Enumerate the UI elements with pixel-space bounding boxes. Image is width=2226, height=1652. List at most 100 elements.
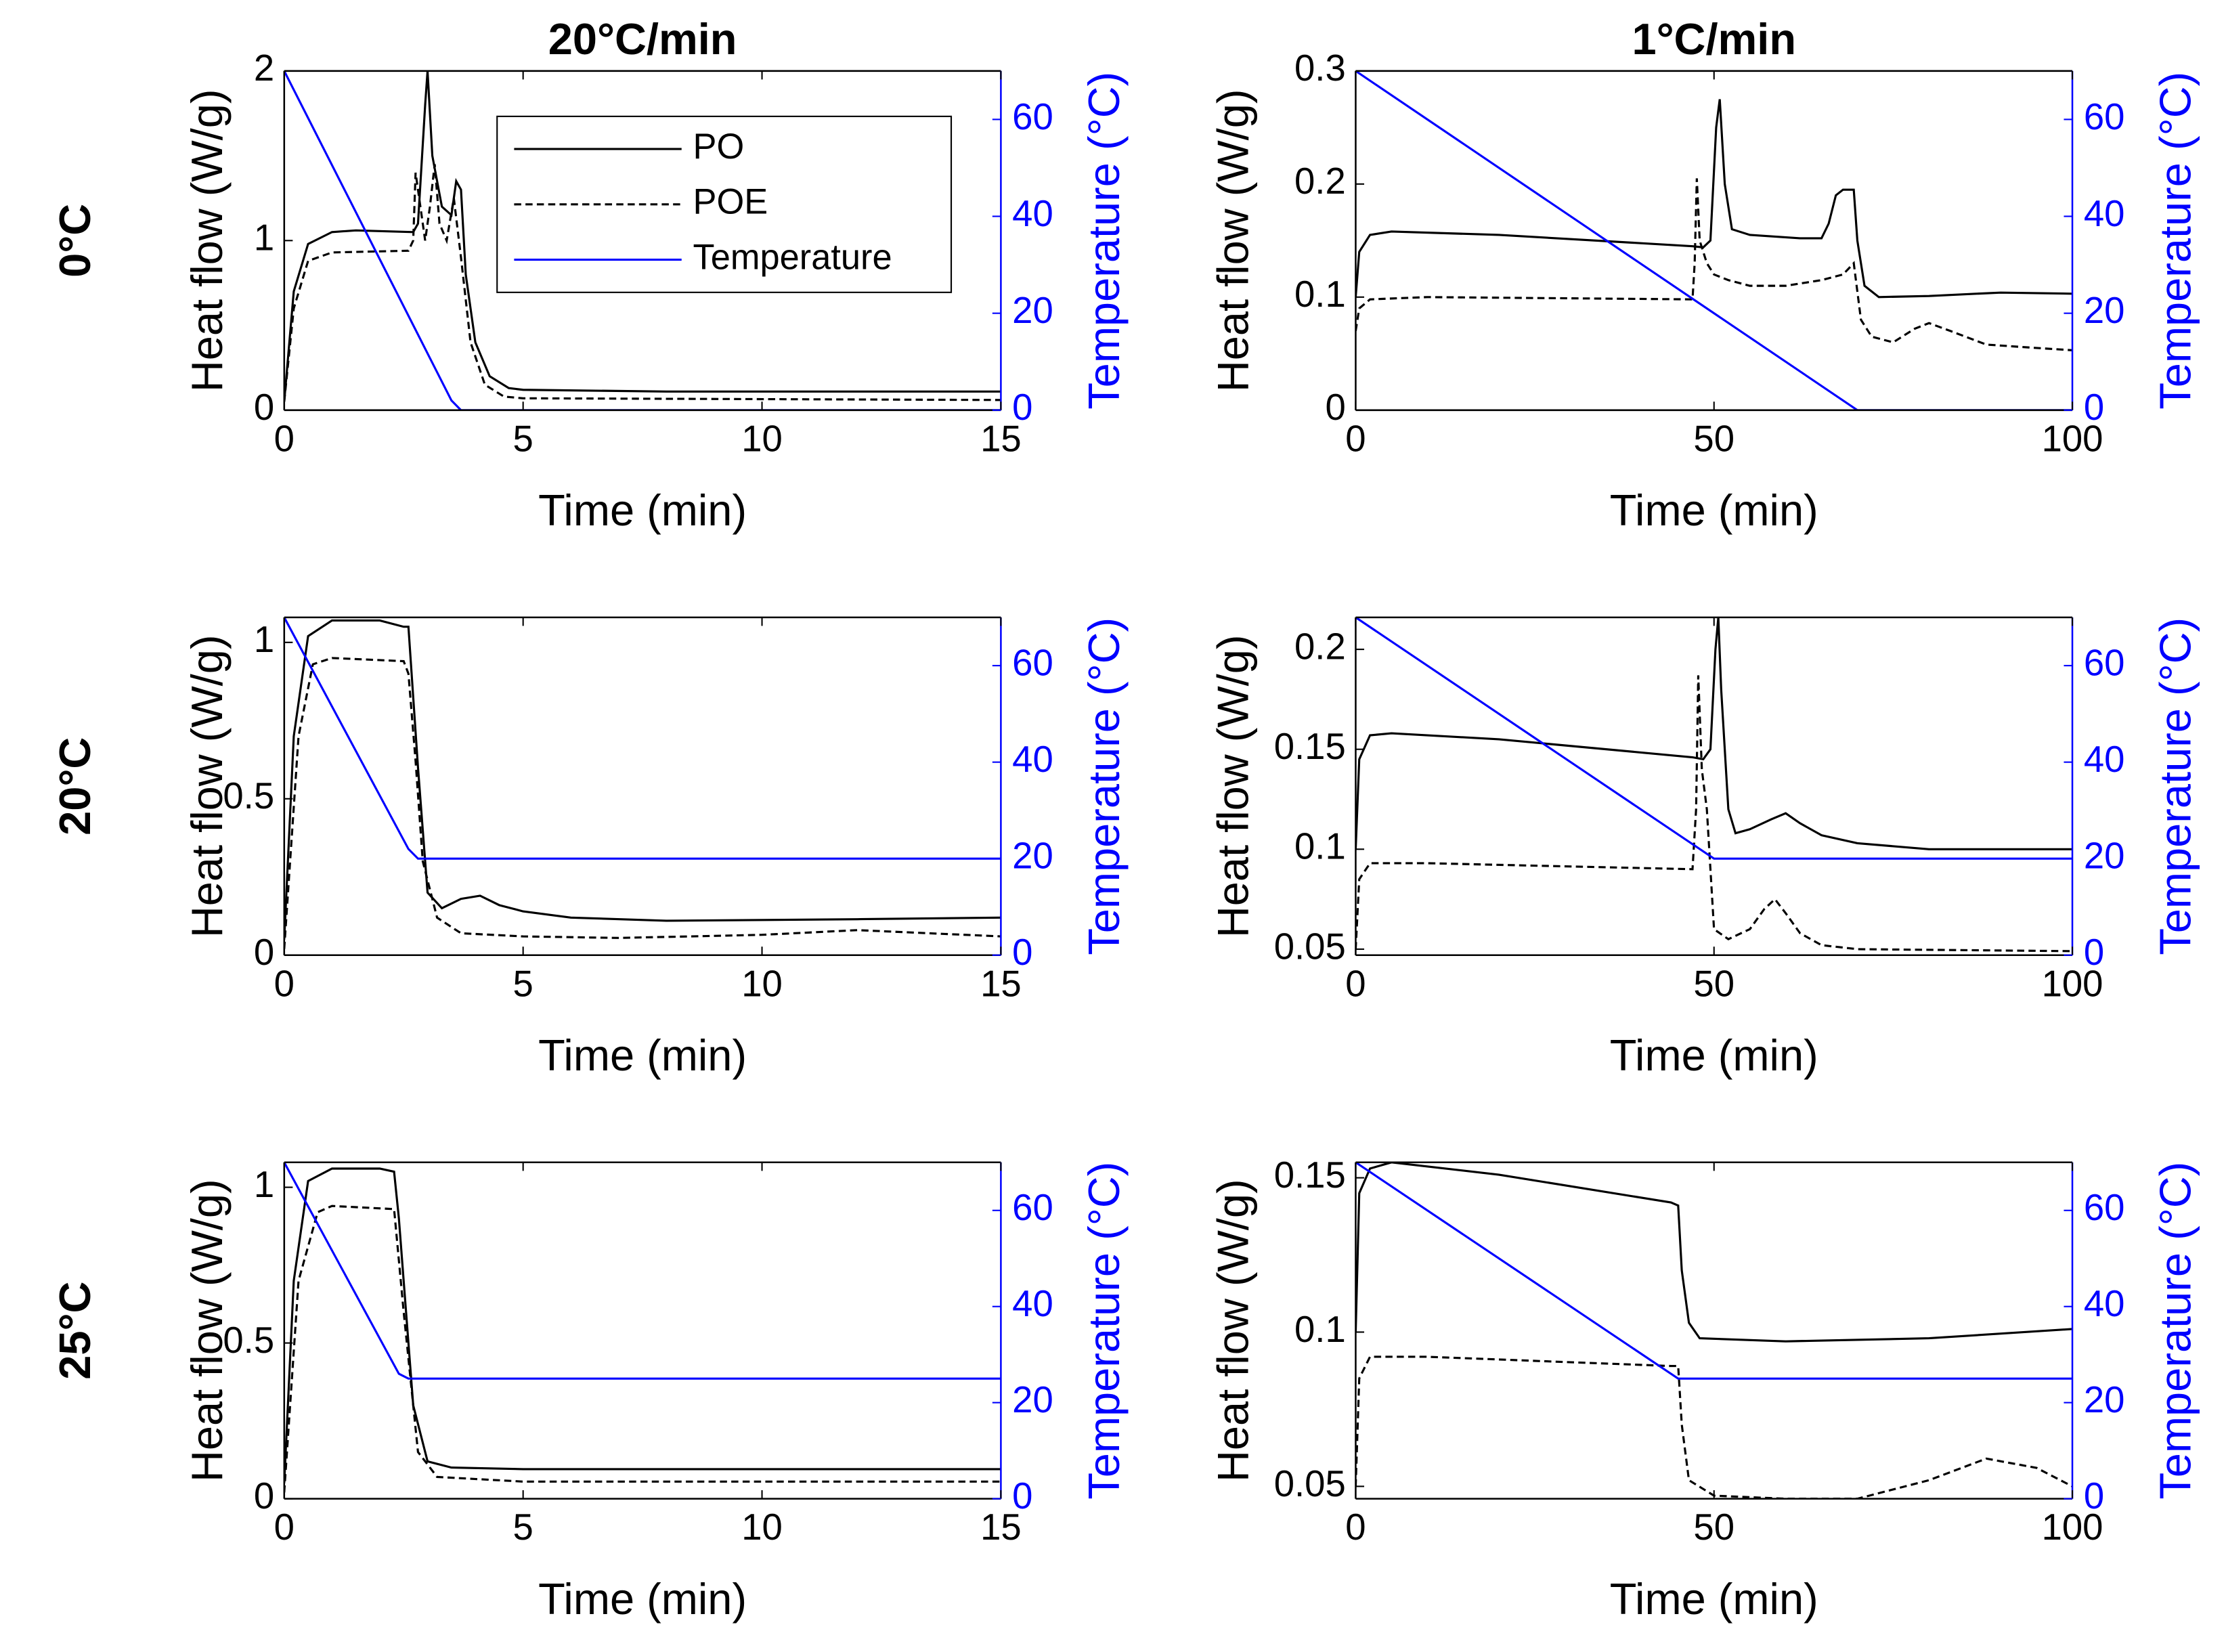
y-tick-label: 0.15: [1274, 1154, 1346, 1196]
y-axis-label: Heat flow (W/g): [1208, 1179, 1258, 1482]
y2-tick-label: 40: [1012, 739, 1053, 780]
legend-label: POE: [693, 183, 768, 222]
series-line: [284, 1162, 1001, 1380]
y2-tick-label: 60: [2084, 96, 2125, 137]
series-line: [1355, 178, 2073, 351]
x-tick-label: 0: [274, 963, 294, 1004]
x-tick-label: 0: [1345, 963, 1366, 1004]
x-tick-label: 5: [513, 1506, 533, 1548]
x-tick-label: 10: [741, 963, 783, 1004]
y-tick-label: 0: [254, 387, 274, 428]
y2-tick-label: 0: [1012, 1475, 1032, 1517]
y2-tick-label: 0: [1012, 932, 1032, 973]
y2-tick-label: 0: [1012, 387, 1032, 428]
x-tick-label: 0: [1345, 418, 1366, 459]
y2-tick-label: 60: [1012, 643, 1053, 684]
y-tick-label: 0: [254, 932, 274, 973]
x-axis-label: Time (min): [1610, 485, 1818, 535]
y-tick-label: 0.5: [223, 775, 274, 817]
y2-tick-label: 20: [1012, 835, 1053, 877]
x-tick-label: 50: [1693, 418, 1734, 459]
series-line: [1355, 70, 2073, 410]
column-title: 20°C/min: [548, 14, 737, 64]
y2-tick-label: 60: [1012, 1187, 1053, 1228]
x-axis-label: Time (min): [538, 1574, 747, 1624]
row-label: 20°C: [50, 737, 100, 835]
y-tick-label: 1: [254, 217, 274, 259]
series-line: [1355, 1162, 2073, 1343]
series-line: [1355, 617, 2073, 850]
y2-axis-label: Temperature (°C): [2150, 1162, 2200, 1500]
y-tick-label: 0.3: [1294, 47, 1346, 89]
axes-box: [1355, 1161, 2073, 1500]
series-line: [284, 617, 1001, 860]
series-line: [284, 657, 1001, 949]
y-tick-label: 0.15: [1274, 726, 1346, 767]
x-tick-label: 50: [1693, 963, 1734, 1004]
x-axis-label: Time (min): [1610, 1030, 1818, 1080]
y2-tick-label: 40: [1012, 1283, 1053, 1324]
series-line: [1355, 1162, 2073, 1380]
series-line: [284, 1204, 1001, 1493]
y-tick-label: 0.05: [1274, 926, 1346, 967]
axes-box: [283, 616, 1001, 957]
series-line: [284, 619, 1001, 940]
y-tick-label: 0.2: [1294, 626, 1346, 667]
y-tick-label: 2: [254, 47, 274, 89]
subplot: 0 50 100 0.05 0.1 0.15 0.2 0 20 40 60 Time (min) Hea…: [1208, 616, 2200, 1080]
x-tick-label: 10: [741, 418, 783, 459]
series-line: [1355, 675, 2073, 953]
y2-tick-label: 60: [1012, 96, 1053, 137]
x-tick-label: 100: [2042, 1506, 2103, 1548]
y-tick-label: 0.1: [1294, 274, 1346, 315]
y2-tick-label: 40: [1012, 193, 1053, 234]
series-line: [284, 1167, 1001, 1483]
y2-tick-label: 0: [2084, 1475, 2104, 1517]
y-tick-label: 0: [1325, 387, 1345, 428]
series-line: [284, 164, 1001, 402]
y-tick-label: 0.1: [1294, 826, 1346, 867]
series-line: [284, 70, 1001, 402]
axes-box: [283, 1161, 1001, 1500]
x-tick-label: 50: [1693, 1506, 1734, 1548]
x-axis-label: Time (min): [538, 485, 747, 535]
y-tick-label: 0.5: [223, 1320, 274, 1361]
y2-tick-label: 20: [1012, 290, 1053, 331]
x-tick-label: 10: [741, 1506, 783, 1548]
y-tick-label: 0.1: [1294, 1309, 1346, 1350]
legend-label: PO: [693, 127, 745, 167]
x-tick-label: 0: [274, 1506, 294, 1548]
row-label: 25°C: [50, 1282, 100, 1380]
subplot: 0 50 100 0.05 0.1 0.15 0 20 40 60 Time (min) Heat f…: [1208, 1154, 2200, 1624]
x-tick-label: 15: [980, 418, 1022, 459]
x-tick-label: 5: [513, 963, 533, 1004]
y2-tick-label: 0: [2084, 932, 2104, 973]
y-tick-label: 0.05: [1274, 1463, 1346, 1504]
y2-tick-label: 40: [2084, 193, 2125, 234]
series-line: [1355, 99, 2073, 299]
y-tick-label: 0.2: [1294, 160, 1346, 202]
axes-box: [1355, 70, 2073, 412]
column-title: 1°C/min: [1632, 14, 1796, 64]
y2-tick-label: 20: [1012, 1379, 1053, 1420]
series-line: [1355, 1355, 2073, 1499]
y2-tick-label: 0: [2084, 387, 2104, 428]
y2-axis-label: Temperature (°C): [2150, 617, 2200, 955]
x-tick-label: 5: [513, 418, 533, 459]
y2-tick-label: 20: [2084, 1379, 2125, 1420]
y-axis-label: Heat flow (W/g): [182, 89, 232, 392]
legend: PO POE Temperature: [496, 115, 953, 293]
legend-label: Temperature: [693, 238, 892, 277]
y2-tick-label: 60: [2084, 1187, 2125, 1228]
series-line: [1355, 617, 2073, 860]
x-tick-label: 15: [980, 963, 1022, 1004]
y-axis-label: Heat flow (W/g): [182, 1179, 232, 1482]
x-axis-label: Time (min): [538, 1030, 747, 1080]
x-tick-label: 15: [980, 1506, 1022, 1548]
y2-axis-label: Temperature (°C): [1079, 617, 1129, 955]
